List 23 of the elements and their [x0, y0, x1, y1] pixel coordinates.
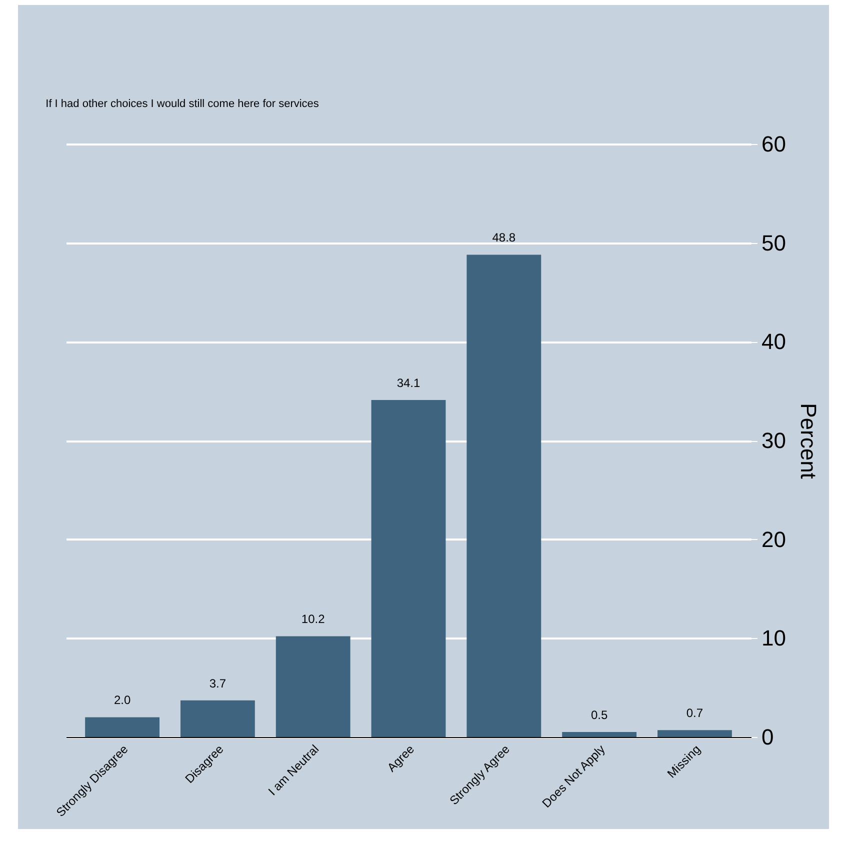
bar — [658, 730, 732, 737]
y-tick-label: 0 — [762, 724, 774, 750]
y-tick-label: 50 — [762, 230, 786, 256]
bar — [180, 700, 255, 737]
data-label: 48.8 — [492, 230, 516, 245]
y-tick-label: 10 — [762, 626, 786, 651]
y-tick-label: 30 — [762, 428, 786, 453]
data-label: 2.0 — [114, 693, 131, 708]
bar — [371, 400, 446, 737]
bar — [276, 636, 350, 737]
bar — [562, 732, 637, 737]
data-label: 34.1 — [396, 376, 420, 390]
chart-title: If I had other choices I would still come here for services — [46, 98, 320, 110]
bar — [466, 254, 542, 737]
y-axis-title: Percent — [796, 403, 821, 479]
data-label: 0.5 — [590, 708, 608, 722]
bar — [85, 717, 160, 737]
y-tick-label: 60 — [762, 132, 786, 156]
y-tick-label: 40 — [762, 329, 786, 354]
data-label: 10.2 — [301, 612, 326, 626]
data-label: 3.7 — [209, 676, 226, 690]
data-label: 0.7 — [686, 706, 704, 720]
y-tick-label: 20 — [762, 526, 786, 552]
